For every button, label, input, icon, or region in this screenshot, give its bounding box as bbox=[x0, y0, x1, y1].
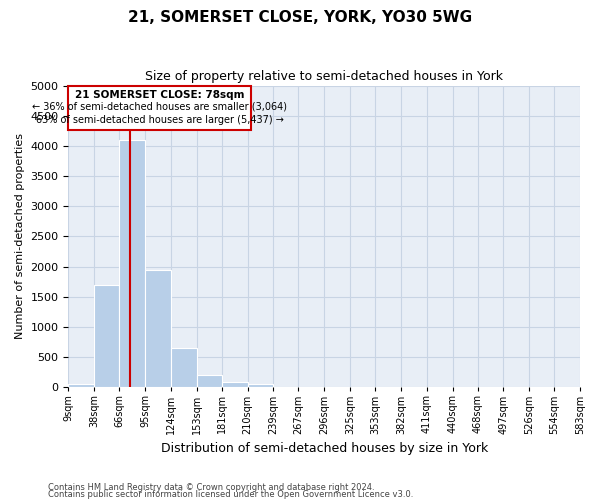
Bar bbox=[68, 384, 94, 388]
Title: Size of property relative to semi-detached houses in York: Size of property relative to semi-detach… bbox=[145, 70, 503, 83]
Bar bbox=[248, 384, 274, 388]
Y-axis label: Number of semi-detached properties: Number of semi-detached properties bbox=[15, 134, 25, 340]
Bar bbox=[197, 376, 222, 388]
Text: ← 36% of semi-detached houses are smaller (3,064): ← 36% of semi-detached houses are smalle… bbox=[32, 102, 287, 112]
Text: Contains HM Land Registry data © Crown copyright and database right 2024.: Contains HM Land Registry data © Crown c… bbox=[48, 484, 374, 492]
Text: 21, SOMERSET CLOSE, YORK, YO30 5WG: 21, SOMERSET CLOSE, YORK, YO30 5WG bbox=[128, 10, 472, 25]
Bar bbox=[145, 270, 171, 388]
Bar bbox=[119, 140, 145, 388]
Text: Contains public sector information licensed under the Open Government Licence v3: Contains public sector information licen… bbox=[48, 490, 413, 499]
Bar bbox=[222, 382, 248, 388]
X-axis label: Distribution of semi-detached houses by size in York: Distribution of semi-detached houses by … bbox=[161, 442, 488, 455]
Bar bbox=[171, 348, 197, 388]
Text: 21 SOMERSET CLOSE: 78sqm: 21 SOMERSET CLOSE: 78sqm bbox=[75, 90, 245, 100]
Bar bbox=[94, 284, 119, 388]
Text: 63% of semi-detached houses are larger (5,437) →: 63% of semi-detached houses are larger (… bbox=[36, 115, 284, 125]
Bar bbox=[68, 86, 251, 130]
